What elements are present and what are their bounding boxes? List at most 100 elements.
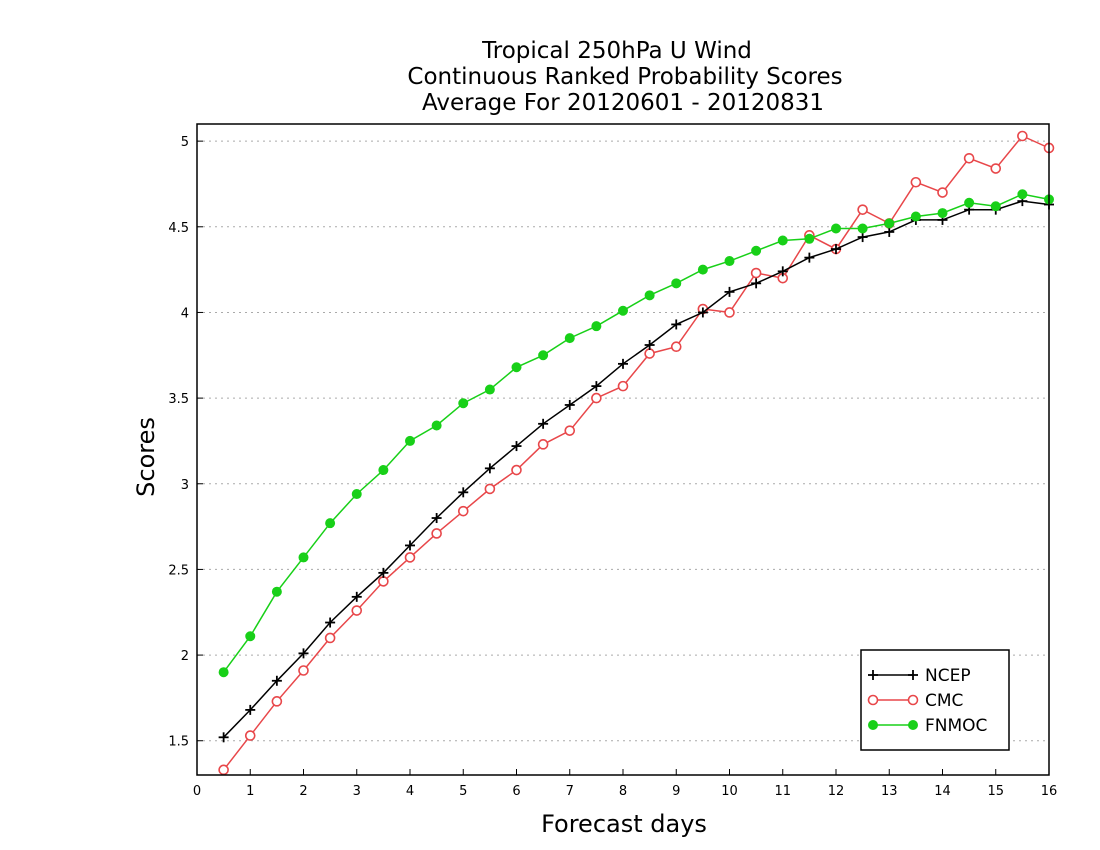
x-tick-label: 6 <box>512 784 520 799</box>
data-point-ncep <box>831 244 841 255</box>
data-point-fnmoc <box>884 218 895 229</box>
data-point-fnmoc <box>910 211 921 222</box>
x-tick-label: 14 <box>934 784 951 799</box>
legend-marker <box>867 694 879 706</box>
data-point-cmc <box>937 187 948 198</box>
y-tick-label: 2 <box>181 649 189 664</box>
series-line-cmc <box>223 135 1050 771</box>
legend-marker <box>868 720 878 730</box>
data-point-cmc <box>750 267 762 279</box>
data-point-ncep <box>484 463 495 474</box>
chart-title: Tropical 250hPa U Wind Continuous Ranked… <box>407 38 842 116</box>
data-point-fnmoc <box>697 264 708 275</box>
legend-marker <box>868 670 878 680</box>
data-point-ncep <box>591 381 602 392</box>
data-point-cmc <box>511 464 522 476</box>
data-point-ncep <box>218 732 229 743</box>
data-point-ncep <box>271 675 282 686</box>
data-point-fnmoc <box>618 305 628 316</box>
data-point-cmc <box>644 348 655 359</box>
data-point-fnmoc <box>591 321 602 332</box>
data-point-cmc <box>617 380 629 392</box>
data-point-fnmoc <box>1017 189 1028 200</box>
data-point-cmc <box>324 632 336 644</box>
data-point-cmc <box>271 696 283 707</box>
data-point-fnmoc <box>990 201 1001 212</box>
x-tick-label: 3 <box>353 784 361 799</box>
data-point-ncep <box>405 540 415 551</box>
data-point-fnmoc <box>777 235 788 246</box>
y-tick-label: 4.5 <box>168 221 189 236</box>
data-point-fnmoc <box>218 667 229 678</box>
data-point-cmc <box>963 152 975 164</box>
title-line-1: Tropical 250hPa U Wind <box>481 38 752 64</box>
data-point-cmc <box>564 425 576 436</box>
data-point-fnmoc <box>724 256 735 267</box>
y-tick-label: 4 <box>181 306 189 321</box>
series-cmc <box>218 130 1055 776</box>
data-point-ncep <box>245 704 256 715</box>
x-tick-label: 1 <box>246 784 254 799</box>
legend-marker <box>908 720 918 730</box>
data-point-ncep <box>671 319 682 330</box>
data-point-fnmoc <box>751 245 762 256</box>
y-tick-label: 3.5 <box>168 392 189 407</box>
x-tick-label: 8 <box>619 784 627 799</box>
data-point-ncep <box>351 591 362 602</box>
data-point-fnmoc <box>511 362 522 373</box>
legend-marker <box>907 694 919 706</box>
x-tick-label: 4 <box>406 784 414 799</box>
data-point-ncep <box>325 617 336 628</box>
legend-item-fnmoc: FNMOC <box>868 716 987 736</box>
data-point-fnmoc <box>431 420 442 431</box>
data-point-fnmoc <box>804 233 815 244</box>
data-point-ncep <box>724 286 735 297</box>
y-tick-label: 1.5 <box>168 735 189 750</box>
data-point-fnmoc <box>964 197 975 208</box>
data-point-ncep <box>298 648 309 659</box>
data-point-cmc <box>990 163 1002 174</box>
x-tick-label: 10 <box>721 784 738 799</box>
data-point-cmc <box>431 528 442 539</box>
data-point-ncep <box>884 226 895 237</box>
data-point-fnmoc <box>378 465 389 476</box>
data-point-fnmoc <box>831 223 841 234</box>
y-tick-label: 3 <box>181 478 189 493</box>
series-ncep <box>218 196 1054 743</box>
data-point-fnmoc <box>937 208 948 219</box>
data-point-ncep <box>804 252 815 263</box>
data-point-fnmoc <box>325 518 336 529</box>
data-point-fnmoc <box>458 398 469 409</box>
data-point-ncep <box>697 307 708 318</box>
data-point-cmc <box>378 576 389 587</box>
data-point-ncep <box>538 418 549 429</box>
data-point-cmc <box>244 730 256 741</box>
x-axis-label: Forecast days <box>541 810 707 838</box>
legend: NCEP CMC FNMOC <box>860 649 1010 751</box>
data-point-cmc <box>591 392 602 404</box>
data-point-cmc <box>484 483 496 495</box>
data-point-cmc <box>404 552 416 563</box>
data-point-fnmoc <box>484 384 495 395</box>
data-point-ncep <box>431 513 442 524</box>
x-axis: 0 1 2 3 4 5 6 7 8 9 10 11 12 13 14 15 16 <box>193 769 1057 799</box>
data-point-ncep <box>511 441 522 452</box>
data-point-cmc <box>857 204 868 215</box>
legend-label: CMC <box>925 691 963 711</box>
data-point-cmc <box>1017 130 1028 142</box>
series-line-fnmoc <box>222 193 1050 673</box>
legend-marker <box>908 670 918 680</box>
data-point-fnmoc <box>644 290 655 301</box>
data-point-ncep <box>644 339 655 350</box>
data-point-cmc <box>218 764 229 776</box>
x-tick-label: 11 <box>774 784 791 799</box>
data-point-cmc <box>351 605 363 616</box>
data-point-fnmoc <box>271 586 282 597</box>
data-point-cmc <box>537 439 549 450</box>
y-axis: 1.5 2 2.5 3 3.5 4 4.5 5 <box>168 135 203 750</box>
data-point-cmc <box>670 341 682 353</box>
data-point-fnmoc <box>405 435 415 446</box>
x-tick-label: 13 <box>881 784 898 799</box>
x-tick-label: 12 <box>828 784 845 799</box>
data-point-cmc <box>457 505 469 517</box>
